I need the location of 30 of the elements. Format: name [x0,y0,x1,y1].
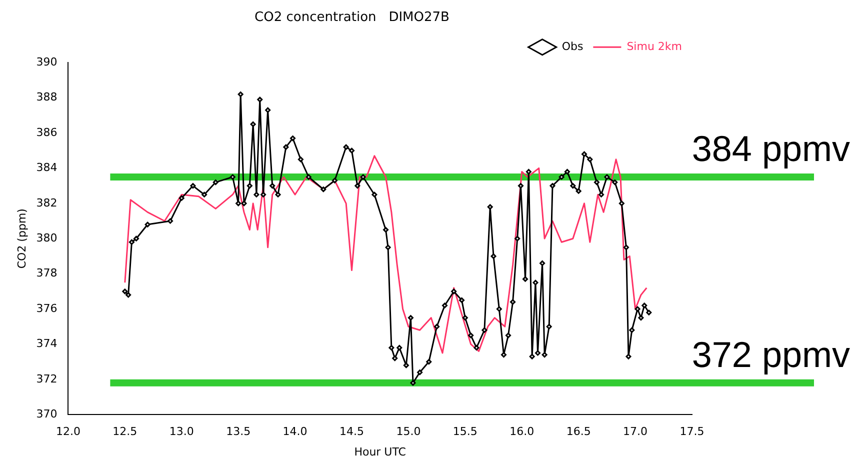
y-tick-label: 382 [36,196,58,210]
x-tick-label: 17.0 [623,425,648,438]
x-tick-label: 15.0 [396,425,421,438]
x-tick-label: 14.5 [339,425,364,438]
y-tick-label: 386 [36,126,58,139]
y-tick-label: 372 [36,372,58,386]
x-tick-label: 17.5 [680,425,704,438]
y-tick-label: 380 [36,231,58,244]
y-tick-label: 370 [36,407,58,420]
x-tick-label: 16.5 [566,425,591,438]
x-tick-label: 16.0 [510,425,534,438]
ref-line-label: 384 ppmv [692,128,850,169]
x-tick-label: 12.0 [56,425,80,438]
y-tick-label: 378 [36,266,58,280]
legend-label: Obs [562,40,584,53]
legend-label: Simu 2km [626,40,682,53]
x-axis-title: Hour UTC [354,445,406,458]
y-tick-label: 390 [36,55,58,68]
ref-line-label: 372 ppmv [692,334,850,375]
y-tick-label: 388 [36,90,58,104]
y-tick-label: 384 [36,161,58,174]
y-tick-label: 376 [36,302,58,315]
x-tick-label: 13.5 [226,425,251,438]
chart-title: CO2 concentration DIMO27B [254,10,450,26]
y-axis-title: CO2 (ppm) [15,208,28,269]
x-tick-label: 15.5 [452,425,478,438]
x-tick-label: 14.0 [282,425,308,438]
x-tick-label: 12.5 [112,425,138,438]
y-tick-label: 374 [36,337,58,350]
x-tick-label: 13.0 [169,425,194,438]
